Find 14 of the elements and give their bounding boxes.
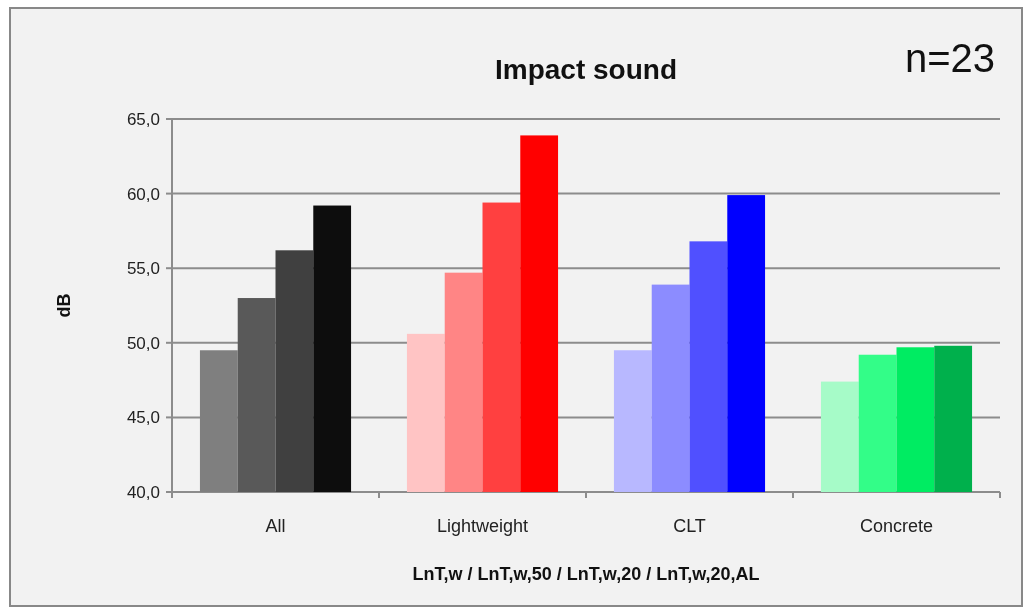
y-tick-label: 60,0 [126, 184, 160, 204]
text: n=23 [904, 36, 995, 80]
y-tick-label: 65,0 [126, 109, 160, 129]
y-tick-label: 55,0 [126, 259, 160, 279]
x-tick-label: CLT [673, 516, 706, 536]
x-tick-label: Lightweight [436, 516, 529, 536]
y-tick-label: 50,0 [126, 333, 160, 353]
y-axis-title: dB [54, 293, 74, 318]
x-axis-title: LnT,w / LnT,w,50 / LnT,w,20 / LnT,w,20,AL [412, 564, 760, 584]
y-tick-label: 40,0 [126, 482, 160, 502]
x-tick-label: All [265, 516, 286, 536]
chart-title: Impact sound [494, 54, 678, 85]
x-tick-label: Concrete [859, 516, 934, 536]
y-tick-label: 45,0 [126, 408, 160, 428]
